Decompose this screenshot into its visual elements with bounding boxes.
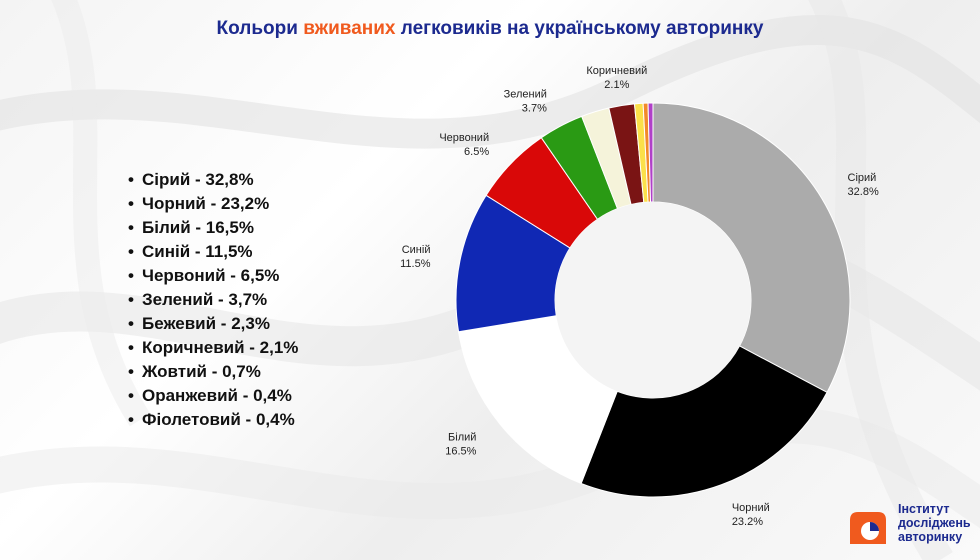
legend-item: • Зелений - 3,7% xyxy=(128,288,298,312)
slice-value-label: 6.5% xyxy=(464,146,489,158)
legend-item-text: Оранжевий - 0,4% xyxy=(142,386,292,405)
legend-item-text: Чорний - 23,2% xyxy=(142,194,270,213)
legend-item-text: Синій - 11,5% xyxy=(142,242,253,261)
legend-item: • Синій - 11,5% xyxy=(128,240,298,264)
slice-category-label: Зелений xyxy=(504,88,547,100)
slice-value-label: 16.5% xyxy=(445,446,476,458)
donut-hole xyxy=(555,202,751,398)
bullet-icon: • xyxy=(128,290,134,309)
bullet-icon: • xyxy=(128,314,134,333)
chart-title: Кольори вживаних легковиків на українськ… xyxy=(0,18,980,40)
logo-line-1: Інститут xyxy=(898,502,950,516)
bullet-icon: • xyxy=(128,338,134,357)
legend-item: • Червоний - 6,5% xyxy=(128,264,298,288)
bullet-icon: • xyxy=(128,194,134,213)
slice-category-label: Червоний xyxy=(439,132,489,144)
logo-line-3: авторинку xyxy=(898,530,963,544)
legend-item: • Оранжевий - 0,4% xyxy=(128,384,298,408)
bullet-icon: • xyxy=(128,362,134,381)
legend-item: • Фіолетовий - 0,4% xyxy=(128,408,298,432)
legend-item-text: Коричневий - 2,1% xyxy=(142,338,299,357)
slice-category-label: Білий xyxy=(448,432,476,444)
legend-item-text: Фіолетовий - 0,4% xyxy=(142,410,295,429)
legend-item-text: Червоний - 6,5% xyxy=(142,266,280,285)
legend-item: • Жовтий - 0,7% xyxy=(128,360,298,384)
slice-value-label: 11.5% xyxy=(400,258,431,270)
slice-value-label: 2.1% xyxy=(604,79,629,91)
logo-text: Інститут досліджень авторинку xyxy=(898,502,971,544)
logo-line-2: досліджень xyxy=(898,516,971,530)
slice-category-label: Коричневий xyxy=(586,65,647,77)
bullet-icon: • xyxy=(128,218,134,237)
legend-item-text: Жовтий - 0,7% xyxy=(142,362,261,381)
legend-item: • Білий - 16,5% xyxy=(128,216,298,240)
legend-item-text: Бежевий - 2,3% xyxy=(142,314,270,333)
bullet-icon: • xyxy=(128,170,134,189)
bullet-icon: • xyxy=(128,386,134,405)
bullet-icon: • xyxy=(128,410,134,429)
legend-item-text: Білий - 16,5% xyxy=(142,218,254,237)
bullet-icon: • xyxy=(128,242,134,261)
slice-value-label: 23.2% xyxy=(732,516,763,528)
legend-item: • Чорний - 23,2% xyxy=(128,192,298,216)
legend-item-text: Сірий - 32,8% xyxy=(142,170,254,189)
legend-item: • Коричневий - 2,1% xyxy=(128,336,298,360)
slice-value-label: 32.8% xyxy=(848,186,879,198)
bullet-icon: • xyxy=(128,266,134,285)
slice-category-label: Чорний xyxy=(732,502,770,514)
legend-list: • Сірий - 32,8% • Чорний - 23,2% • Білий - 16… xyxy=(128,168,298,432)
title-accent: вживаних xyxy=(303,18,396,39)
title-part1: Кольори xyxy=(216,18,304,39)
slice-category-label: Сірий xyxy=(848,172,877,184)
legend-item: • Сірий - 32,8% xyxy=(128,168,298,192)
legend-item-text: Зелений - 3,7% xyxy=(142,290,268,309)
slice-value-label: 3.7% xyxy=(522,102,547,114)
legend-item: • Бежевий - 2,3% xyxy=(128,312,298,336)
title-part2: легковиків на українському авторинку xyxy=(395,18,764,39)
slice-category-label: Синій xyxy=(402,244,431,256)
logo-icon xyxy=(850,512,886,544)
institute-logo: Інститут досліджень авторинку xyxy=(848,500,978,552)
